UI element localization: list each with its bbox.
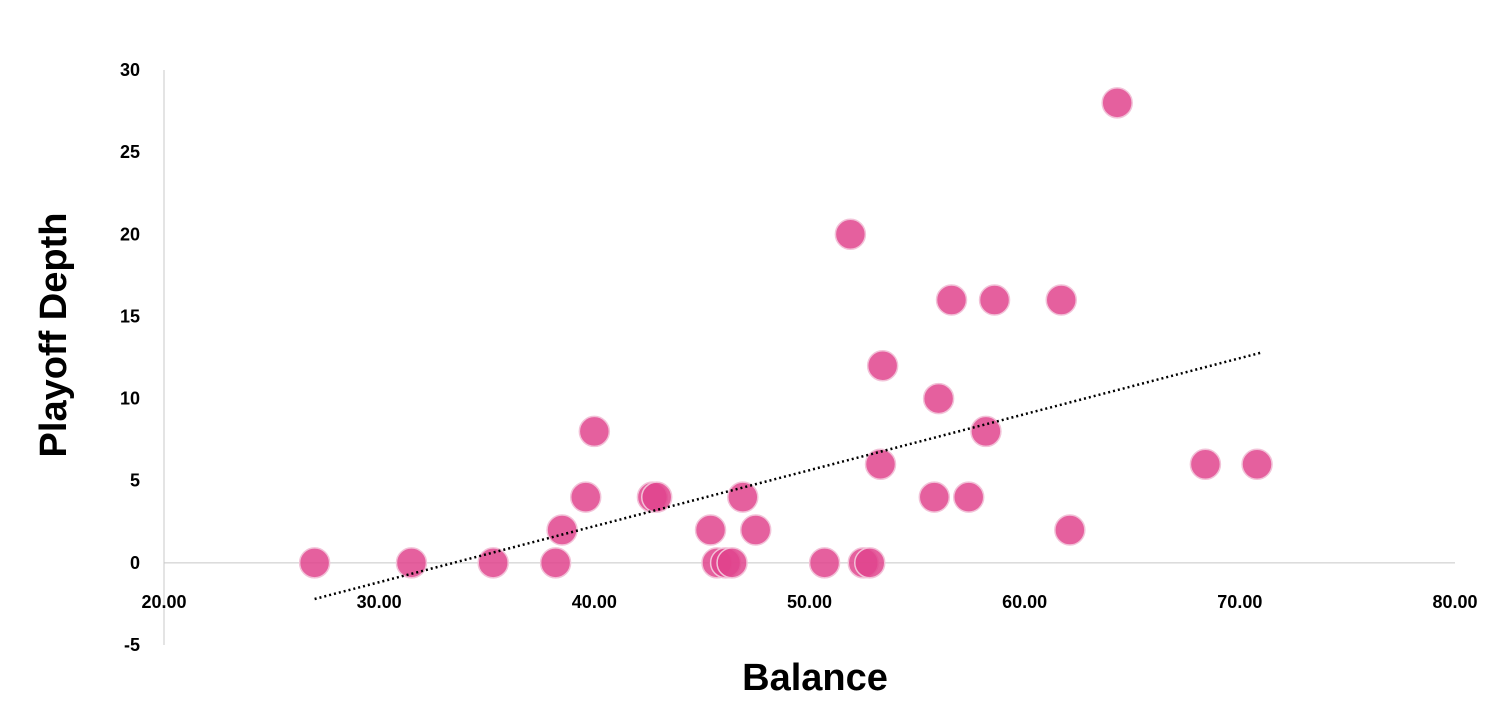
data-point bbox=[952, 481, 985, 513]
data-point bbox=[1241, 448, 1273, 481]
data-point bbox=[866, 349, 899, 382]
data-point bbox=[1045, 284, 1077, 316]
data-point bbox=[864, 448, 897, 481]
y-tick-label: 25 bbox=[120, 142, 140, 162]
data-point bbox=[640, 481, 673, 513]
data-point bbox=[395, 547, 428, 579]
data-point bbox=[978, 284, 1011, 316]
data-point bbox=[922, 382, 955, 415]
data-points bbox=[298, 87, 1273, 579]
x-tick-label: 30.00 bbox=[357, 592, 402, 612]
x-tick-label: 20.00 bbox=[141, 592, 186, 612]
x-tick-label: 50.00 bbox=[787, 592, 832, 612]
y-axis-title: Playoff Depth bbox=[33, 213, 75, 458]
y-tick-labels: -5 0 5 10 15 20 25 30 bbox=[120, 60, 140, 655]
x-tick-label: 70.00 bbox=[1217, 592, 1262, 612]
data-point bbox=[935, 284, 968, 316]
data-point bbox=[918, 481, 951, 513]
data-point bbox=[1101, 87, 1133, 119]
data-point bbox=[716, 547, 748, 579]
x-tick-label: 80.00 bbox=[1432, 592, 1477, 612]
y-tick-label: 15 bbox=[120, 306, 140, 326]
data-point bbox=[546, 514, 578, 546]
trendline-group bbox=[314, 351, 1262, 601]
data-point bbox=[970, 415, 1002, 448]
data-point bbox=[727, 481, 759, 513]
data-point bbox=[834, 218, 867, 251]
x-tick-label: 60.00 bbox=[1002, 592, 1047, 612]
y-tick-label: 20 bbox=[120, 224, 140, 244]
y-tick-label: 30 bbox=[120, 60, 140, 80]
y-tick-label: -5 bbox=[124, 635, 140, 655]
y-tick-label: 5 bbox=[130, 471, 140, 491]
data-point bbox=[578, 415, 611, 448]
y-tick-label: 0 bbox=[130, 553, 140, 573]
trendline bbox=[314, 351, 1262, 601]
data-point bbox=[298, 547, 331, 579]
data-point bbox=[539, 547, 572, 579]
data-point bbox=[1189, 448, 1222, 481]
y-tick-label: 10 bbox=[120, 389, 140, 409]
data-point bbox=[569, 481, 602, 513]
data-point bbox=[808, 547, 841, 579]
x-tick-label: 40.00 bbox=[572, 592, 617, 612]
x-tick-labels: 20.00 30.00 40.00 50.00 60.00 70.00 80.00 bbox=[141, 592, 1477, 612]
x-axis-title: Balance bbox=[742, 657, 888, 699]
data-point bbox=[1054, 514, 1086, 546]
data-point bbox=[853, 547, 886, 579]
data-point bbox=[739, 514, 772, 546]
data-point bbox=[694, 514, 727, 546]
data-point bbox=[477, 547, 509, 579]
